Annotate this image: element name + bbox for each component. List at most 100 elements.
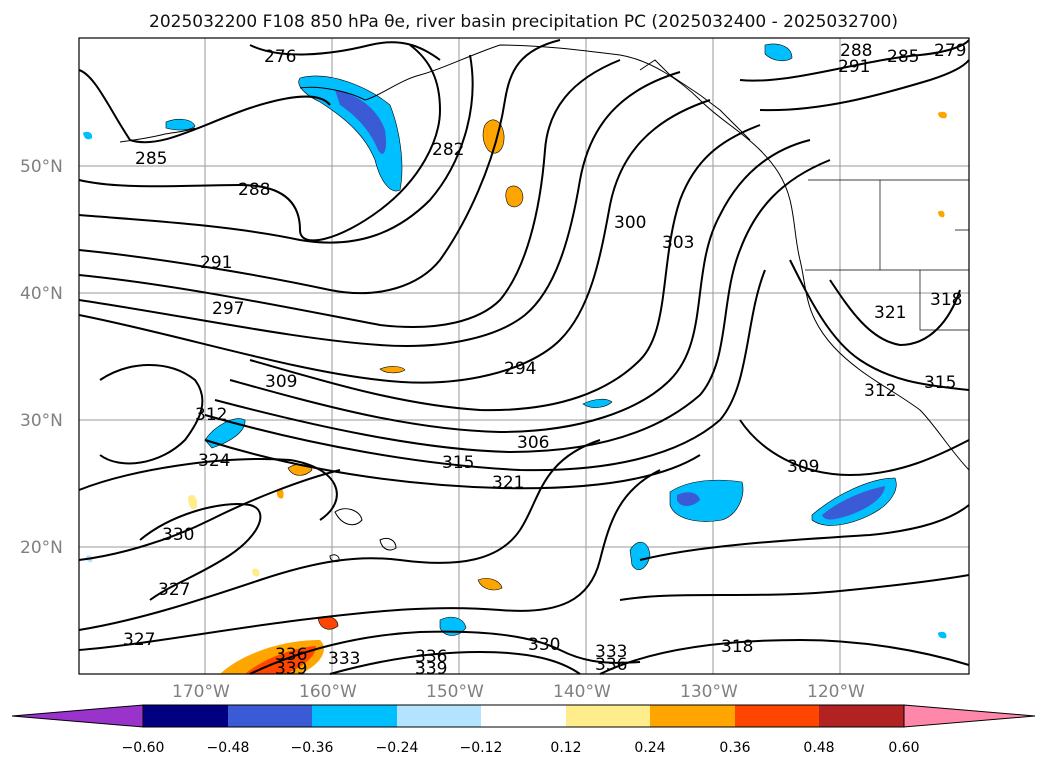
contour-line bbox=[78, 458, 338, 521]
state-borders bbox=[805, 179, 969, 331]
colorbar-segment bbox=[397, 705, 481, 727]
lon-label: 170°W bbox=[172, 682, 230, 702]
contour-line bbox=[78, 99, 711, 384]
precip-area-negative bbox=[165, 118, 196, 131]
contour-label: 327 bbox=[123, 630, 155, 650]
contour-label: 324 bbox=[198, 451, 230, 471]
colorbar-segment bbox=[312, 705, 397, 727]
colorbar-tick-label: −0.24 bbox=[376, 740, 419, 756]
contour-line bbox=[619, 574, 970, 601]
contour-label: 336 bbox=[275, 645, 307, 665]
contour-label: 333 bbox=[595, 642, 627, 662]
contour-label: 288 bbox=[238, 180, 270, 200]
contour-label: 297 bbox=[212, 299, 244, 319]
contour-line bbox=[214, 159, 831, 454]
theta-e-contours bbox=[78, 39, 970, 675]
contour-label: 318 bbox=[930, 290, 962, 310]
graticule bbox=[79, 38, 969, 674]
coastline bbox=[119, 127, 196, 143]
hawaii-island bbox=[379, 537, 397, 551]
contour-label: 312 bbox=[864, 381, 896, 401]
precip-area-negative bbox=[764, 43, 793, 62]
hawaii-island bbox=[329, 554, 340, 563]
contour-label: 285 bbox=[135, 149, 167, 169]
contour-line bbox=[249, 630, 641, 675]
precip-area-negative bbox=[669, 479, 744, 522]
contour-line bbox=[739, 419, 970, 477]
contour-line bbox=[78, 39, 561, 295]
contour-line bbox=[599, 638, 970, 675]
precip-area-negative bbox=[629, 542, 651, 570]
precip-area-negative bbox=[938, 631, 947, 639]
contour-label: 315 bbox=[442, 453, 474, 473]
contour-label: 288 bbox=[840, 41, 872, 61]
colorbar-outline bbox=[142, 704, 905, 728]
contour-line bbox=[99, 364, 204, 465]
lon-label: 120°W bbox=[807, 682, 865, 702]
contour-label: 306 bbox=[517, 433, 549, 453]
axis-labels: 170°W 160°W 150°W 140°W 130°W 120°W 50°N… bbox=[20, 157, 865, 702]
contour-line bbox=[639, 504, 970, 561]
contour-label: 291 bbox=[200, 253, 232, 273]
precip-area-positive bbox=[938, 210, 945, 218]
contour-label: 291 bbox=[838, 57, 870, 77]
contour-line bbox=[78, 469, 661, 651]
contour-labels: 276 285 288 291 297 309 312 324 330 327 … bbox=[123, 41, 966, 679]
lon-label: 160°W bbox=[299, 682, 357, 702]
contour-line bbox=[329, 650, 581, 675]
contour-line bbox=[78, 69, 331, 144]
contour-label: 285 bbox=[887, 47, 919, 67]
colorbar-tick-label: 0.24 bbox=[634, 740, 665, 756]
colorbar-segment bbox=[650, 705, 735, 727]
contour-label: 300 bbox=[614, 213, 646, 233]
colorbar-extend-high bbox=[903, 704, 1036, 728]
precip-area-negative bbox=[298, 75, 403, 192]
contour-line bbox=[204, 269, 766, 472]
contour-line bbox=[249, 124, 761, 412]
precip-area-negative bbox=[582, 398, 613, 408]
map-frame bbox=[78, 37, 970, 675]
contour-label: 318 bbox=[721, 637, 753, 657]
contour-label: 339 bbox=[275, 659, 307, 679]
contour-line bbox=[139, 503, 262, 601]
contour-line bbox=[78, 44, 442, 242]
colorbar-segment bbox=[566, 705, 650, 727]
colorbar-tick-label: −0.60 bbox=[122, 740, 165, 756]
coastlines bbox=[119, 44, 970, 563]
precip-area-strong-negative bbox=[677, 492, 700, 506]
lat-label: 30°N bbox=[20, 411, 63, 431]
alaska-panhandle-coast bbox=[639, 59, 751, 141]
precip-area-strong-negative bbox=[335, 90, 387, 154]
colorbar-tick-label: 0.12 bbox=[550, 740, 581, 756]
colorbar-segment bbox=[735, 705, 819, 727]
contour-line bbox=[78, 54, 474, 244]
contour-label: 279 bbox=[934, 41, 966, 61]
contour-line bbox=[739, 39, 970, 82]
colorbar-tick-label: 0.36 bbox=[719, 740, 750, 756]
precip-area-positive bbox=[477, 578, 503, 591]
colorbar-extend-low bbox=[11, 704, 144, 728]
contour-label: 309 bbox=[265, 372, 297, 392]
contour-label: 294 bbox=[504, 359, 536, 379]
lon-label: 150°W bbox=[426, 682, 484, 702]
contour-line bbox=[249, 41, 441, 61]
hawaii-island bbox=[334, 508, 363, 526]
precip-area-weak-positive bbox=[252, 568, 260, 577]
contour-label: 339 bbox=[415, 659, 447, 679]
contour-label: 303 bbox=[662, 233, 694, 253]
lat-label: 20°N bbox=[20, 538, 63, 558]
colorbar-segment bbox=[481, 705, 566, 727]
contour-line bbox=[829, 279, 961, 347]
contour-label: 309 bbox=[787, 457, 819, 477]
precip-area-negative bbox=[83, 131, 93, 140]
lat-label: 40°N bbox=[20, 284, 63, 304]
precip-area-positive bbox=[379, 366, 406, 374]
contour-label: 282 bbox=[432, 140, 464, 160]
colorbar-tick-label: −0.36 bbox=[291, 740, 334, 756]
contour-label: 336 bbox=[415, 647, 447, 667]
map-title: 2025032200 F108 850 hPa θe, river basin … bbox=[149, 12, 898, 32]
contour-label: 336 bbox=[595, 655, 627, 675]
map-plot-area bbox=[79, 38, 969, 674]
precip-shading bbox=[83, 43, 947, 674]
